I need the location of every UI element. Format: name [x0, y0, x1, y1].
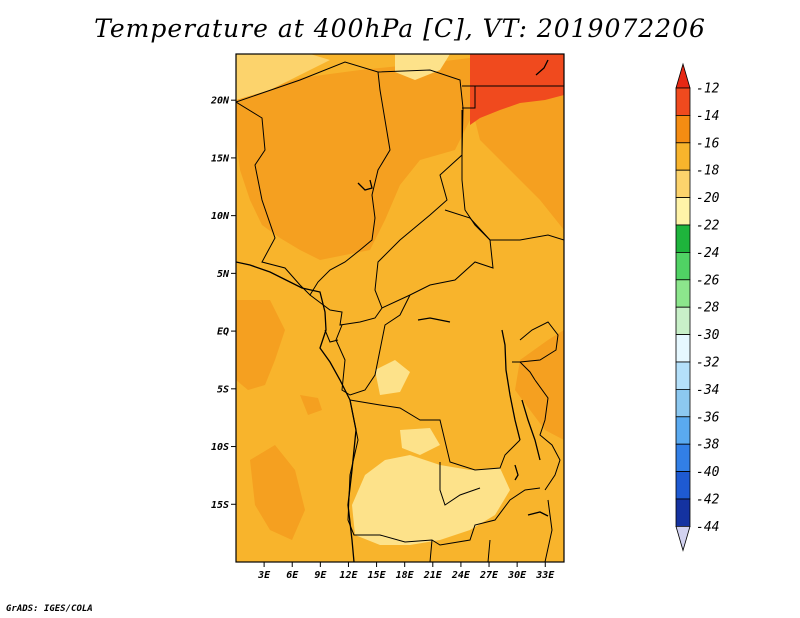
- colorbar-label: -22: [696, 219, 720, 234]
- lon-tick-label: 9E: [314, 570, 327, 581]
- colorbar-swatch: [675, 388, 691, 418]
- colorbar-label: -26: [696, 273, 720, 288]
- colorbar-swatch: [675, 115, 691, 144]
- lake-victoria-warm-region: [515, 330, 564, 440]
- colorbar-swatch: [675, 361, 691, 390]
- colorbar-swatch: [675, 197, 691, 226]
- lon-tick-label: 30E: [507, 570, 527, 581]
- lon-tick-label: 3E: [257, 570, 271, 581]
- longitude-axis: 3E 6E 9E 12E 15E 18E 21E 24E 27E 30E 33E: [257, 562, 555, 581]
- colorbar-swatch: [675, 334, 691, 363]
- central-warm-patch: [300, 395, 322, 415]
- lat-tick-label: 15N: [211, 153, 230, 164]
- colorbar-label: -14: [696, 109, 719, 124]
- colorbar-label: -16: [696, 136, 720, 151]
- lat-tick-label: EQ: [217, 327, 229, 338]
- sahara-warm-region: [236, 58, 470, 260]
- colorbar-swatch: [675, 498, 691, 527]
- congo-cool-patch: [375, 360, 410, 395]
- lon-tick-label: 27E: [479, 570, 499, 581]
- lat-tick-label: 15S: [211, 500, 229, 511]
- angola-cool-region: [352, 455, 510, 545]
- lat-tick-label: 5S: [217, 384, 229, 395]
- lon-tick-label: 6E: [286, 570, 299, 581]
- colorbar-label: -32: [696, 356, 720, 371]
- lat-tick-label: 5N: [217, 269, 230, 280]
- colorbar-label: -30: [696, 328, 720, 343]
- grads-credit: GrADS: IGES/COLA: [6, 604, 93, 614]
- colorbar-swatch: [675, 169, 691, 198]
- colorbar-label: -34: [696, 383, 719, 398]
- colorbar-label: -44: [696, 520, 719, 535]
- lon-tick-label: 15E: [368, 570, 387, 581]
- colorbar-bottom-arrow: [675, 526, 691, 552]
- colorbar-swatch: [675, 142, 691, 171]
- lon-tick-label: 21E: [423, 570, 443, 581]
- lon-tick-label: 12E: [339, 570, 358, 581]
- colorbar-label: -40: [696, 465, 720, 480]
- south-west-warm-region: [250, 445, 305, 540]
- colorbar: -12 -14 -16 -18 -20 -22 -24 -26 -28 -30 -32 -34 -36 -…: [675, 62, 720, 552]
- lon-tick-label: 33E: [535, 570, 555, 581]
- colorbar-swatch: [675, 306, 691, 336]
- lat-tick-label: 10N: [211, 211, 230, 222]
- map-field: [236, 54, 564, 562]
- lat-tick-label: 10S: [211, 442, 229, 453]
- colorbar-label: -38: [696, 438, 720, 453]
- coastlines: [236, 59, 549, 562]
- colorbar-label: -36: [696, 410, 720, 425]
- south-central-cool-patch: [400, 428, 440, 455]
- colorbar-label: -18: [696, 164, 720, 179]
- colorbar-label: -12: [696, 82, 720, 97]
- colorbar-label: -20: [696, 191, 720, 206]
- colorbar-label: -42: [696, 493, 720, 508]
- colorbar-label: -28: [696, 301, 720, 316]
- gabon-warm-region: [236, 300, 285, 390]
- colorbar-label: -24: [696, 246, 719, 261]
- north-west-cool-region: [236, 54, 330, 100]
- colorbar-top-arrow: [675, 62, 691, 89]
- lon-tick-label: 24E: [451, 570, 471, 581]
- map-frame: [235, 53, 565, 563]
- lat-tick-label: 20N: [210, 96, 230, 107]
- colorbar-swatch: [675, 279, 691, 308]
- lon-tick-label: 18E: [396, 570, 415, 581]
- colorbar-swatch: [675, 251, 691, 281]
- colorbar-swatch: [675, 443, 691, 473]
- colorbar-swatch: [675, 224, 691, 253]
- colorbar-swatch: [675, 87, 691, 116]
- colorbar-swatch: [675, 416, 691, 445]
- chad-cool-region: [395, 54, 450, 80]
- colorbar-swatch: [675, 471, 691, 500]
- page-title: Temperature at 400hPa [C], VT: 201907220…: [94, 14, 706, 43]
- east-warm-region: [470, 90, 564, 230]
- latitude-axis: 20N 15N 10N 5N EQ 5S 10S 15S: [210, 96, 236, 511]
